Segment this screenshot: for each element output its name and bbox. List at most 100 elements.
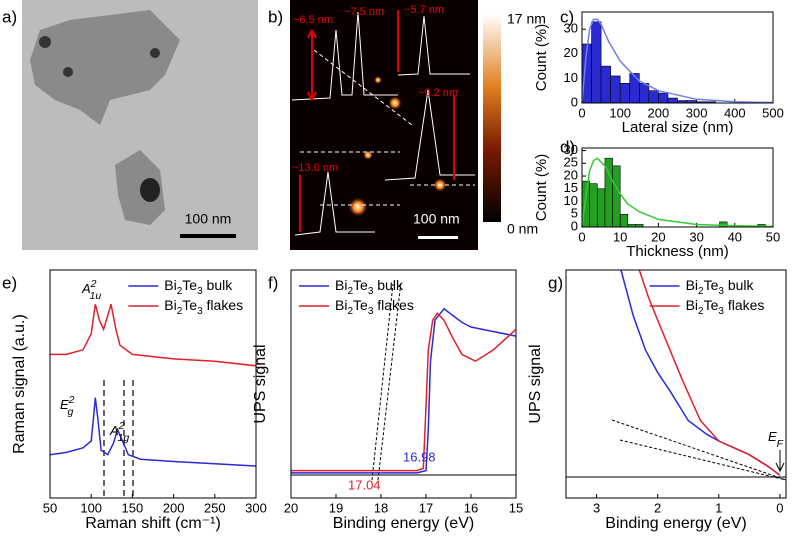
x-tick-label: 19: [329, 500, 343, 515]
tangent: [371, 281, 402, 481]
axes-frame: [290, 269, 517, 499]
bar: [600, 65, 611, 104]
x-tick-label: 30: [689, 229, 703, 244]
scale-bar-label: 100 nm: [413, 211, 460, 227]
bar: [619, 213, 629, 228]
axes-frame: [581, 147, 774, 228]
y-tick-label: 0: [571, 218, 578, 233]
panel-label: f): [268, 273, 278, 292]
x-tick-label: 20: [284, 500, 298, 515]
scale-bar-label: 100 nm: [185, 211, 232, 227]
x-tick-label: 400: [724, 105, 746, 120]
panel-label: b): [268, 7, 283, 26]
panel-label: g): [548, 273, 563, 292]
bar: [667, 97, 678, 104]
x-tick-label: 16: [464, 500, 478, 515]
x-axis-label: Binding energy (eV): [605, 515, 746, 532]
data-line: [49, 397, 257, 467]
afm-height: ~5.7 nm: [404, 4, 444, 16]
annotation: 16.98: [403, 449, 436, 464]
tem-image: [22, 0, 258, 250]
x-tick-label: 150: [122, 500, 144, 515]
bar: [658, 92, 669, 104]
annotation: EF: [768, 429, 784, 449]
axes-frame: [565, 269, 787, 499]
y-tick-label: 20: [564, 167, 578, 182]
x-tick-label: 1: [715, 500, 722, 515]
afm-height: ~7.5 nm: [344, 6, 384, 18]
bar: [629, 73, 640, 104]
annotation: 17.04: [348, 477, 381, 492]
bar: [638, 83, 650, 104]
y-tick-label: 30: [564, 142, 578, 157]
y-tick-label: 15: [564, 180, 578, 195]
y-tick-label: 30: [564, 21, 578, 36]
x-axis-label: Binding energy (eV): [333, 515, 474, 532]
afm-height: ~13.0 nm: [292, 162, 338, 174]
x-tick-label: 300: [245, 500, 267, 515]
y-axis-label: Raman signal (a.u.): [11, 314, 28, 454]
x-tick-label: 200: [163, 500, 185, 515]
bar: [596, 188, 606, 228]
bar: [719, 221, 728, 228]
bar: [612, 165, 621, 228]
y-tick-label: 0: [571, 94, 578, 109]
y-axis-label: UPS signal: [527, 344, 544, 423]
y-tick-label: 25: [564, 155, 578, 170]
y-tick-label: 20: [564, 45, 578, 60]
afm-height: ~9.2 nm: [418, 87, 458, 99]
data-line: [291, 312, 517, 472]
legend-label: Bi2Te3 flakes: [164, 297, 243, 317]
x-axis-label: Lateral size (nm): [622, 119, 734, 136]
x-tick-label: 2: [654, 500, 661, 515]
annotation: A2 1u: [81, 278, 101, 302]
axes-frame: [581, 11, 774, 104]
y-axis-label: Count (%): [533, 154, 550, 222]
x-tick-label: 18: [374, 500, 388, 515]
y-tick-label: 10: [564, 193, 578, 208]
x-tick-label: 15: [509, 500, 523, 515]
x-tick-label: 100: [80, 500, 102, 515]
y-axis-label: Count (%): [533, 24, 550, 92]
annotation: E2 g: [60, 394, 75, 418]
x-tick-label: 50: [766, 229, 780, 244]
colorbar-max: 17 nm: [507, 11, 546, 27]
x-tick-label: 100: [609, 105, 631, 120]
legend-label: Bi2Te3 flakes: [686, 297, 765, 317]
panel-label: c): [560, 7, 574, 26]
panel-label: e): [2, 273, 17, 292]
x-tick-label: 3: [593, 500, 600, 515]
afm-height: ~6.5 nm: [293, 14, 333, 26]
x-tick-label: 40: [728, 229, 742, 244]
x-tick-label: 250: [204, 500, 226, 515]
x-tick-label: 200: [648, 105, 670, 120]
legend-label: Bi2Te3 flakes: [335, 297, 414, 317]
x-tick-label: 10: [613, 229, 627, 244]
x-tick-label: 50: [43, 500, 57, 515]
x-tick-label: 0: [578, 105, 585, 120]
legend-label: Bi2Te3 bulk: [164, 277, 233, 297]
x-tick-label: 20: [651, 229, 665, 244]
arrow: [775, 450, 785, 473]
bar: [591, 21, 602, 104]
y-tick-label: 10: [564, 70, 578, 85]
legend-label: Bi2Te3 bulk: [335, 277, 404, 297]
legend-label: Bi2Te3 bulk: [686, 277, 755, 297]
data-line: [50, 303, 257, 367]
y-tick-label: 5: [571, 206, 578, 221]
bar: [610, 75, 621, 104]
fit-curve: [581, 157, 774, 228]
colorbar-min: 0 nm: [507, 221, 538, 237]
y-axis-label: UPS signal: [252, 344, 269, 423]
x-axis-label: Thickness (nm): [626, 243, 729, 260]
data-line: [291, 307, 517, 474]
axes-frame: [49, 269, 257, 499]
x-tick-label: 500: [762, 105, 784, 120]
fit-curve: [581, 18, 774, 104]
x-axis-label: Raman shift (cm⁻¹): [85, 515, 221, 532]
x-tick-label: 300: [686, 105, 708, 120]
x-tick-label: 0: [776, 500, 783, 515]
x-tick-label: 0: [578, 229, 585, 244]
x-tick-label: 17: [419, 500, 433, 515]
